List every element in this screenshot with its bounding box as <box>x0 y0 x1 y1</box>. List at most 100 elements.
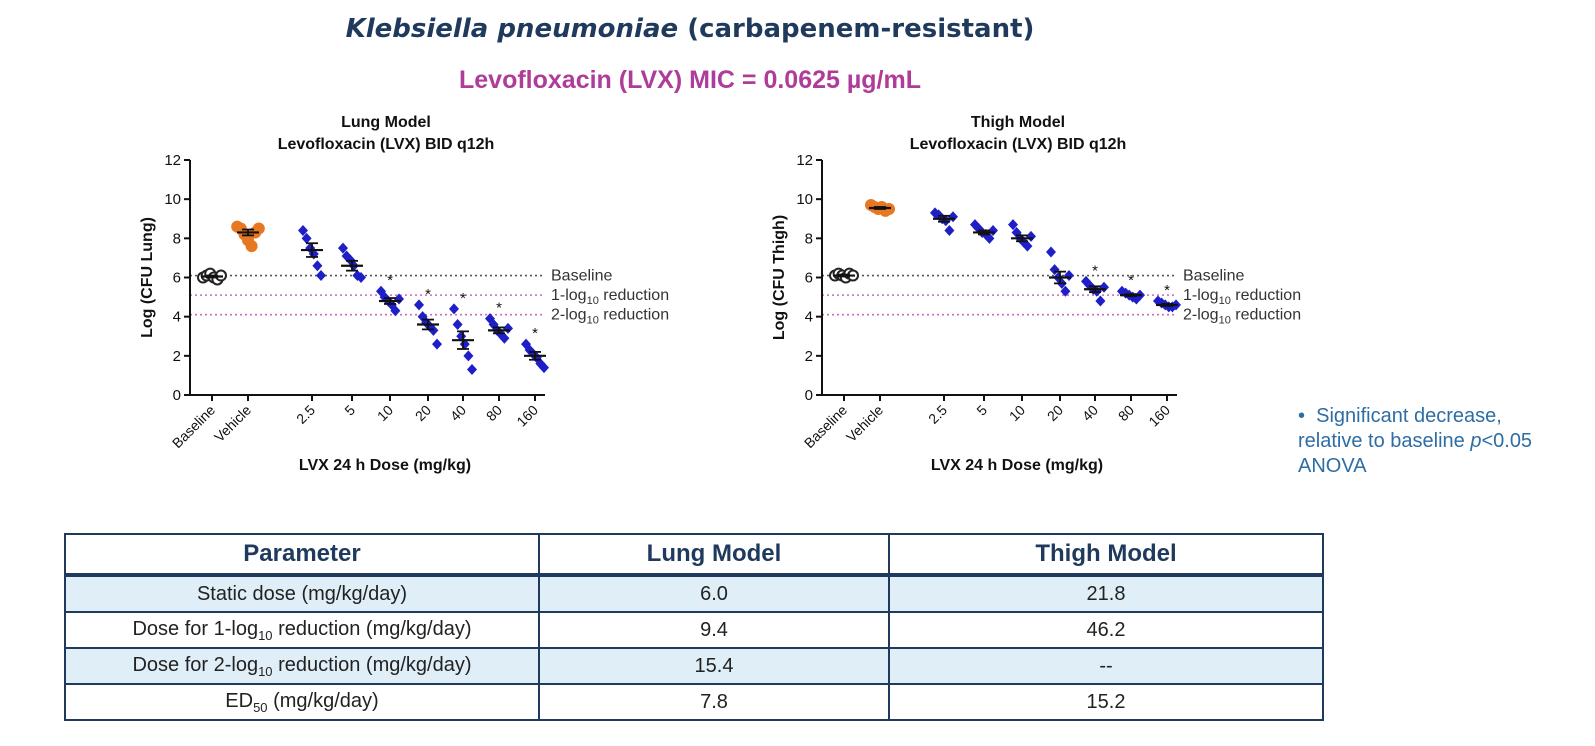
data-point <box>944 225 955 236</box>
y-tick-label: 2 <box>173 348 181 365</box>
data-point <box>1022 240 1033 252</box>
y-tick-label: 4 <box>805 309 813 326</box>
x-tick-label: 2.5 <box>925 402 950 427</box>
y-tick-label: 4 <box>173 309 181 326</box>
data-point <box>390 305 401 317</box>
param-text-rest: reduction (mg/kg/day) <box>272 653 472 676</box>
param-cell: Dose for 1-log10 reduction (mg/kg/day) <box>64 611 540 649</box>
data-point <box>432 338 442 350</box>
lung-value-cell: 6.0 <box>538 574 890 613</box>
x-tick-label: 160 <box>1145 402 1173 430</box>
y-tick-label: 0 <box>173 387 181 404</box>
footnote-bullet: • <box>1298 405 1306 427</box>
thigh-value-cell: 15.2 <box>888 683 1324 721</box>
data-point <box>338 242 348 254</box>
chart-title-line: Thigh Model <box>971 114 1065 131</box>
significance-star: * <box>425 286 431 303</box>
data-point <box>352 270 363 282</box>
x-tick-label: 40 <box>447 402 469 424</box>
data-point <box>984 232 995 244</box>
data-point <box>1026 230 1036 242</box>
table-header-row: Parameter Lung Model Thigh Model <box>64 533 1324 577</box>
header-parameter: Parameter <box>64 533 540 577</box>
x-tick-label: Vehicle <box>843 402 886 445</box>
thigh-value-cell: 46.2 <box>888 611 1324 649</box>
param-cell: Static dose (mg/kg/day) <box>64 574 540 613</box>
thigh-value-cell: 21.8 <box>888 574 1324 613</box>
x-tick-label: 10 <box>1006 402 1028 424</box>
species-name: Klebsiella pneumoniae <box>345 14 679 44</box>
x-tick-label: 5 <box>341 402 358 419</box>
reference-line-label: 2-log10 reduction <box>1183 307 1301 327</box>
reference-line-label: Baseline <box>1183 268 1244 285</box>
param-cell: ED50 (mg/kg/day) <box>64 683 540 721</box>
data-point <box>452 319 463 330</box>
significance-footnote: • Significant decrease, relative to base… <box>1298 404 1588 479</box>
data-point <box>467 364 477 376</box>
header-thigh-model: Thigh Model <box>888 533 1324 577</box>
x-axis-label: LVX 24 h Dose (mg/kg) <box>931 457 1103 474</box>
table-row: Dose for 2-log10 reduction (mg/kg/day) 1… <box>64 647 1324 685</box>
significance-star: * <box>1164 282 1170 299</box>
x-tick-label: 5 <box>973 402 990 419</box>
data-point <box>312 260 323 272</box>
data-point <box>394 293 404 305</box>
data-point <box>1008 219 1018 231</box>
data-point <box>298 225 308 236</box>
table-row: Dose for 1-log10 reduction (mg/kg/day) 9… <box>64 611 1324 649</box>
y-tick-label: 6 <box>805 270 813 287</box>
footnote-text-1: Significant decrease, <box>1316 405 1502 427</box>
lung-model-chart: Lung Model Levofloxacin (LVX) BID q12h Bas… <box>139 114 669 474</box>
data-point <box>356 272 366 283</box>
y-tick-label: 12 <box>796 152 813 169</box>
data-point <box>345 254 356 266</box>
lung-value-cell: 15.4 <box>538 647 890 685</box>
significance-star: * <box>532 325 538 342</box>
param-text: Static dose (mg/kg/day) <box>196 582 408 605</box>
y-tick-label: 8 <box>173 230 181 247</box>
data-point <box>1046 246 1056 258</box>
reference-line-label: Baseline <box>551 268 612 285</box>
data-point <box>301 232 312 244</box>
x-tick-label: Vehicle <box>211 402 254 445</box>
data-point <box>503 322 513 334</box>
significance-star: * <box>460 290 466 307</box>
data-point <box>499 332 510 344</box>
data-point <box>463 350 474 362</box>
data-point <box>414 299 424 311</box>
data-point <box>428 324 439 336</box>
significance-star: * <box>1092 262 1098 279</box>
data-point <box>1099 281 1109 293</box>
lung-value-cell: 9.4 <box>538 611 890 649</box>
footnote-line-1: • Significant decrease, <box>1298 404 1588 429</box>
data-point <box>1095 295 1106 307</box>
table-row: ED50 (mg/kg/day) 7.8 15.2 <box>64 683 1324 721</box>
x-tick-label: 40 <box>1079 402 1101 424</box>
reference-line-label: 2-log10 reduction <box>551 307 669 327</box>
param-subscript: 10 <box>258 663 273 679</box>
x-tick-label: 160 <box>513 402 541 430</box>
x-axis-label: LVX 24 h Dose (mg/kg) <box>299 457 471 474</box>
significance-star: * <box>387 272 393 289</box>
param-text: ED <box>225 689 254 712</box>
data-point <box>1060 285 1071 297</box>
x-tick-label: Baseline <box>169 402 218 451</box>
param-text-rest: (mg/kg/day) <box>267 689 379 712</box>
thigh-value-cell: -- <box>888 647 1324 685</box>
data-point <box>449 303 459 315</box>
param-text-rest: reduction (mg/kg/day) <box>272 617 472 640</box>
footnote-line-3: ANOVA <box>1298 455 1367 477</box>
chart-title-line: Lung Model <box>341 114 431 131</box>
data-point <box>316 270 326 282</box>
y-tick-label: 10 <box>164 191 181 208</box>
x-tick-label: 80 <box>483 402 505 424</box>
mic-subtitle: Levofloxacin (LVX) MIC = 0.0625 µg/mL <box>459 66 921 94</box>
y-tick-label: 12 <box>164 152 181 169</box>
thigh-model-chart: Thigh Model Levofloxacin (LVX) BID q12h Ba… <box>771 114 1301 474</box>
param-text: Dose for 1-log <box>132 617 259 640</box>
y-tick-label: 6 <box>173 270 181 287</box>
x-tick-label: 20 <box>412 402 434 424</box>
reference-line-label: 1-log10 reduction <box>1183 287 1301 307</box>
x-tick-label: 10 <box>374 402 396 424</box>
y-tick-label: 2 <box>805 348 813 365</box>
